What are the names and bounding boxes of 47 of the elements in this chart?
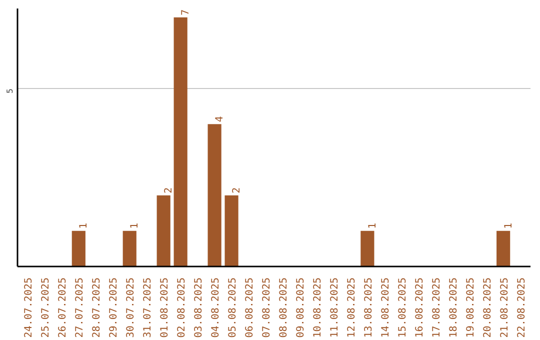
x-tick-label: 13.08.2025	[363, 277, 374, 338]
x-tick-label: 29.07.2025	[108, 277, 120, 338]
x-tick-label: 07.08.2025	[262, 277, 273, 338]
x-tick-label: 14.08.2025	[380, 277, 392, 338]
data-label: 7	[180, 9, 192, 16]
x-tick-label: 17.08.2025	[431, 277, 442, 338]
data-label: 1	[367, 222, 378, 229]
bar	[208, 124, 222, 266]
y-tick-label: 5	[6, 88, 14, 94]
x-tick-label: 19.08.2025	[465, 277, 476, 338]
x-tick-label: 22.08.2025	[516, 277, 528, 338]
x-tick-label: 02.08.2025	[176, 277, 188, 338]
x-tick-label: 27.07.2025	[74, 277, 86, 338]
x-tick-label: 30.07.2025	[126, 277, 137, 338]
x-tick-label: 08.08.2025	[278, 277, 290, 338]
bar	[72, 230, 86, 266]
x-tick-label: 31.07.2025	[142, 277, 154, 338]
x-tick-label: 28.07.2025	[92, 277, 103, 338]
x-tick-label: 06.08.2025	[244, 277, 256, 338]
bar	[156, 195, 170, 266]
x-tick-label: 16.08.2025	[414, 277, 426, 338]
x-tick-label: 18.08.2025	[448, 277, 460, 338]
x-tick-label: 15.08.2025	[397, 277, 408, 338]
data-label: 1	[130, 222, 141, 229]
bar	[122, 230, 136, 266]
data-label: 1	[78, 222, 90, 229]
bar	[224, 195, 238, 266]
data-label: 2	[232, 187, 243, 194]
data-label: 2	[164, 187, 175, 194]
x-tick-label: 04.08.2025	[210, 277, 222, 338]
x-tick-label: 05.08.2025	[228, 277, 239, 338]
x-tick-label: 11.08.2025	[329, 277, 340, 338]
x-tick-label: 09.08.2025	[295, 277, 306, 338]
bar	[496, 230, 510, 266]
x-tick-label: 03.08.2025	[194, 277, 205, 338]
bar	[174, 17, 188, 266]
x-tick-label: 20.08.2025	[482, 277, 494, 338]
x-tick-label: 26.07.2025	[58, 277, 69, 338]
data-label: 4	[214, 116, 226, 122]
bar	[360, 230, 374, 266]
x-tick-label: 24.07.2025	[24, 277, 35, 338]
x-tick-label: 01.08.2025	[160, 277, 171, 338]
x-tick-label: 21.08.2025	[499, 277, 510, 338]
x-tick-label: 25.07.2025	[40, 277, 52, 338]
data-label: 1	[503, 222, 514, 229]
x-tick-label: 12.08.2025	[346, 277, 358, 338]
x-tick-label: 10.08.2025	[312, 277, 324, 338]
